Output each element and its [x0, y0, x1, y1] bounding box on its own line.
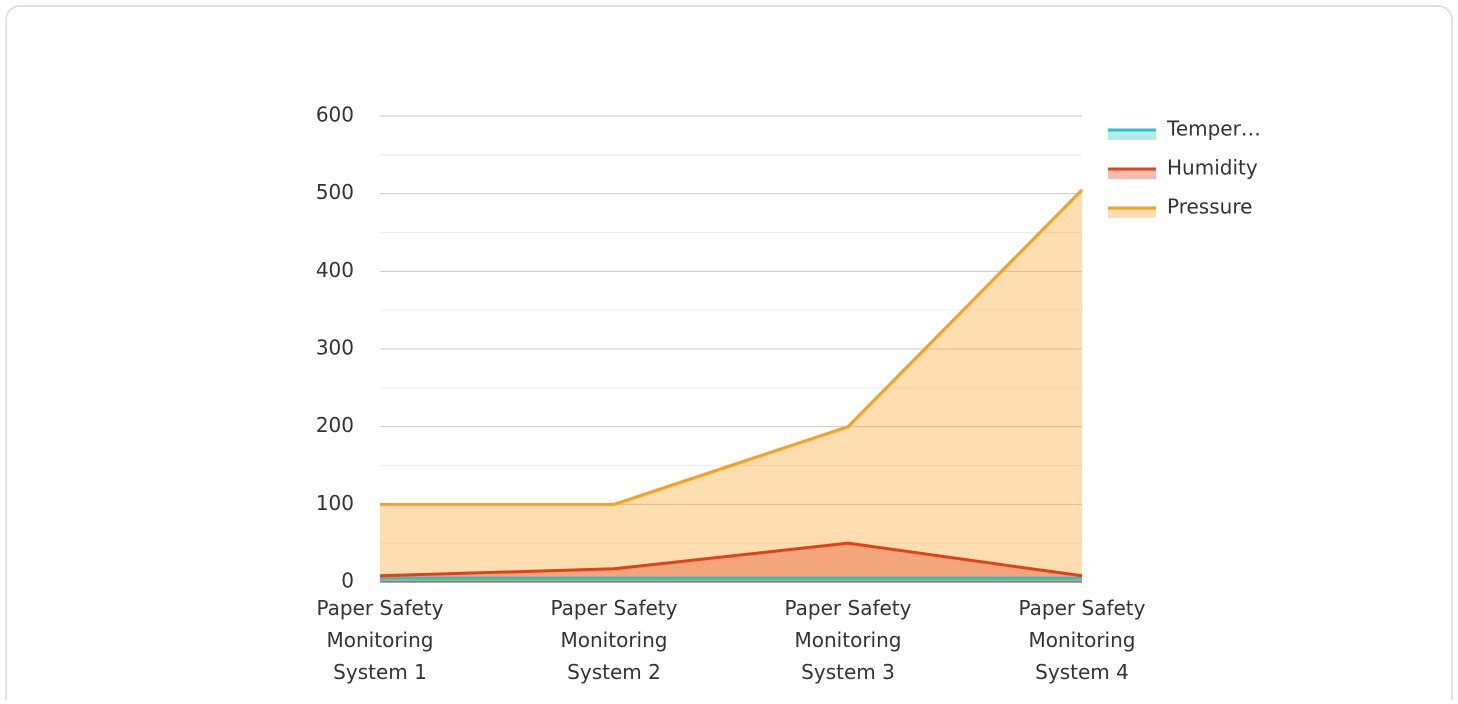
x-tick-label: Paper Safety Monitoring System 4 — [1019, 596, 1146, 684]
y-tick-label: 600 — [316, 103, 354, 127]
y-tick-label: 500 — [316, 180, 354, 204]
area — [380, 543, 1082, 582]
x-tick-label: Paper Safety Monitoring System 3 — [785, 596, 912, 684]
legend-label: Temper… — [1166, 117, 1261, 141]
legend-swatch — [1108, 169, 1156, 179]
x-tick-label: Paper Safety Monitoring System 1 — [317, 596, 444, 684]
y-tick-label: 100 — [316, 491, 354, 515]
areas — [379, 188, 1084, 583]
line — [379, 541, 1083, 578]
area — [380, 189, 1082, 583]
y-tick-label: 200 — [316, 413, 354, 437]
grid — [380, 115, 1082, 583]
card — [5, 5, 1453, 704]
legend-swatch — [1108, 208, 1156, 218]
legend: Temper… Humidity Pressure — [1108, 117, 1261, 219]
x-tick-label: Paper Safety Monitoring System 2 — [551, 596, 678, 684]
legend-label: Humidity — [1167, 156, 1258, 180]
line — [380, 188, 1084, 506]
y-tick-label: 300 — [316, 336, 354, 360]
legend-swatch — [1108, 130, 1156, 140]
y-tick-label: 0 — [341, 569, 354, 593]
y-tick-label: 400 — [316, 258, 354, 282]
labels: 0 100 200 300 400 500 600 Paper Safety Monitorin… — [316, 103, 1146, 684]
legend-label: Pressure — [1167, 195, 1252, 219]
